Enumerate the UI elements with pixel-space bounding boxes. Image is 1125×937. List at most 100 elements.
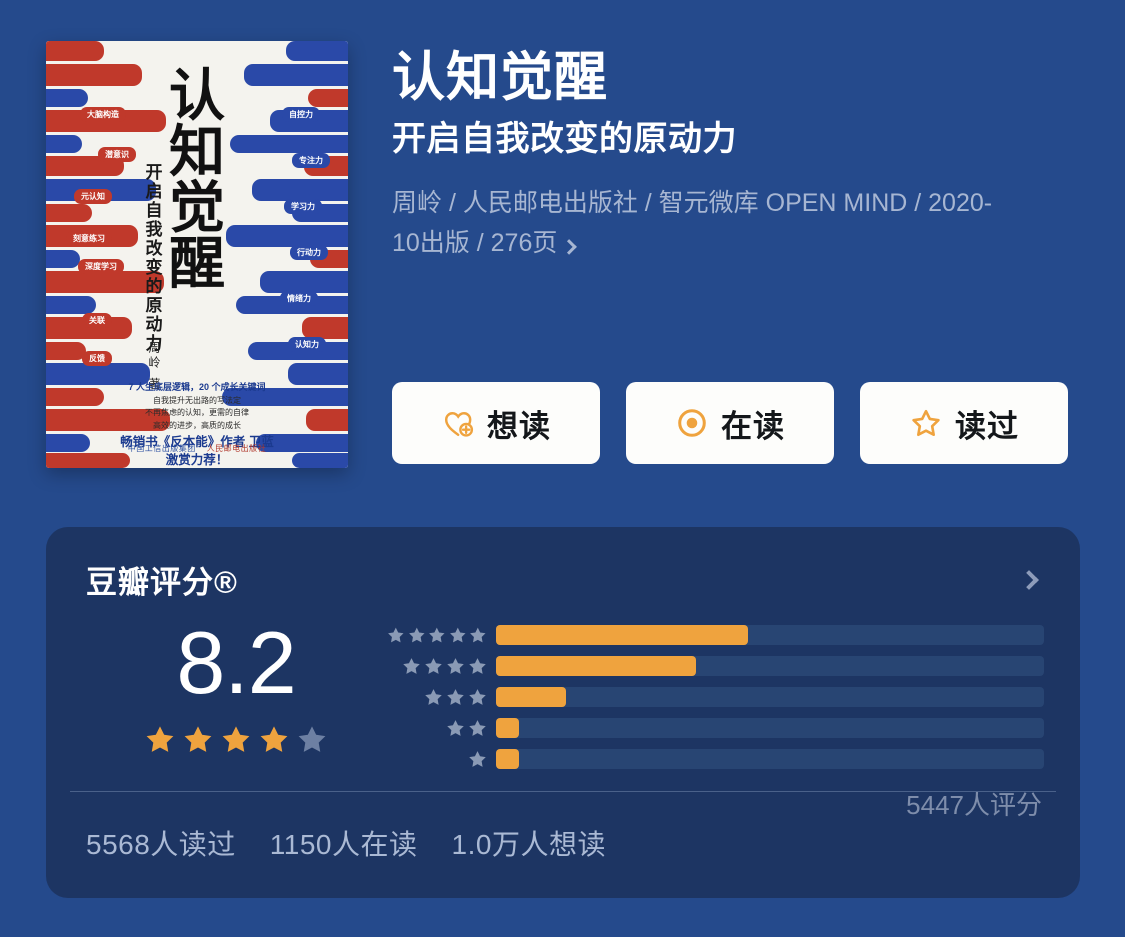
histogram-track — [496, 625, 1044, 645]
card-divider — [70, 791, 1056, 792]
histogram-row-stars — [386, 687, 496, 708]
cover-blurb-line-1: 7 人生底层逻辑，20 个成长关键词 — [128, 382, 266, 392]
rating-card-header: 豆瓣评分® — [86, 557, 1050, 602]
read-label: 读过 — [955, 408, 1019, 444]
rating-histogram: 5447人评分 — [386, 613, 1044, 822]
book-cover-image[interactable]: 大脑构造 潜意识 元认知 刻意练习 深度学习 关联 反馈 自控力 专注力 学习力… — [46, 41, 348, 468]
histogram-bar — [496, 687, 567, 707]
cover-tag-left-1: 潜意识 — [98, 147, 136, 162]
histogram-row[interactable] — [386, 716, 1044, 740]
read-button[interactable]: 读过 — [860, 382, 1068, 464]
star-icon — [469, 657, 486, 674]
rating-score: 8.2 — [176, 613, 296, 712]
cover-publisher-group: 中国工信出版集团 — [127, 444, 196, 453]
cover-tag-left-4: 深度学习 — [78, 259, 124, 274]
book-hero-section: 大脑构造 潜意识 元认知 刻意练习 深度学习 关联 反馈 自控力 专注力 学习力… — [46, 41, 1092, 468]
cover-tag-right-1: 专注力 — [292, 153, 330, 168]
star-icon — [403, 657, 420, 674]
star-icon — [447, 719, 464, 736]
reading-button[interactable]: 在读 — [626, 382, 834, 464]
histogram-track — [496, 718, 1044, 738]
cover-promo-line-2: 激赏力荐！ — [165, 453, 229, 468]
star-icon — [388, 627, 404, 642]
histogram-bar — [496, 656, 697, 676]
page-title: 认知觉醒 — [392, 48, 608, 107]
star-icon — [425, 657, 442, 674]
histogram-row-stars — [386, 656, 496, 677]
histogram-row-stars — [386, 625, 496, 646]
histogram-bar — [496, 625, 749, 645]
cover-tag-left-0: 大脑构造 — [80, 107, 126, 122]
star-icon — [429, 627, 445, 642]
star-icon — [469, 688, 486, 705]
histogram-track — [496, 749, 1044, 769]
stat-reading-count[interactable]: 1150人在读 — [269, 829, 418, 860]
star-icon — [222, 726, 250, 752]
book-action-buttons: 想读 在读 读过 — [392, 382, 1068, 464]
chevron-right-icon[interactable] — [1019, 569, 1039, 590]
star-icon — [447, 688, 464, 705]
target-dot-icon — [678, 409, 706, 437]
book-info-text: 周岭 / 人民邮电出版社 / 智元微库 OPEN MIND / 2020-10出… — [392, 189, 993, 257]
reading-stats: 5568人读过 1150人在读 1.0万人想读 — [86, 823, 606, 863]
histogram-track — [496, 687, 1044, 707]
book-cover-artwork: 大脑构造 潜意识 元认知 刻意练习 深度学习 关联 反馈 自控力 专注力 学习力… — [46, 41, 348, 468]
want-to-read-label: 想读 — [487, 408, 551, 444]
cover-blurb-line-2: 自我提升无出路的写法定 — [153, 395, 241, 405]
cover-promo: 畅销书《反本能》作者 卫蓝 激赏力荐！ — [46, 433, 348, 468]
cover-subtitle-text: 开启自我改变的原动力 — [142, 163, 162, 353]
stat-read-count[interactable]: 5568人读过 — [86, 829, 236, 860]
star-icon — [449, 627, 466, 642]
book-info-link[interactable]: 周岭 / 人民邮电出版社 / 智元微库 OPEN MIND / 2020-10出… — [392, 184, 1002, 263]
chevron-right-icon — [561, 238, 578, 255]
star-outline-icon — [912, 409, 940, 437]
star-icon — [425, 688, 442, 705]
book-subtitle: 开启自我改变的原动力 — [392, 120, 737, 159]
score-column: 8.2 — [86, 613, 386, 757]
cover-author-text: 周岭 著 — [147, 341, 161, 393]
cover-blurb-line-4: 高效的进步，高质的成长 — [153, 420, 241, 430]
cover-tag-right-3: 行动力 — [290, 245, 328, 260]
cover-publisher: 中国工信出版集团 人民邮电出版社 — [46, 443, 348, 454]
star-icon — [470, 627, 486, 642]
histogram-row[interactable] — [386, 623, 1044, 647]
histogram-track — [496, 656, 1044, 676]
cover-publisher-name: 人民邮电出版社 — [206, 444, 267, 453]
rating-card-title: 豆瓣评分® — [86, 565, 238, 600]
heart-plus-icon — [444, 412, 474, 437]
star-icon — [408, 627, 425, 642]
star-icon — [260, 726, 288, 752]
star-icon — [146, 726, 174, 752]
histogram-row-stars — [386, 718, 496, 739]
star-icon — [447, 657, 464, 674]
histogram-bar — [496, 718, 520, 738]
want-to-read-button[interactable]: 想读 — [392, 382, 600, 464]
book-meta: 认知觉醒 开启自我改变的原动力 周岭 / 人民邮电出版社 / 智元微库 OPEN… — [392, 48, 1092, 263]
cover-right-pattern — [216, 41, 348, 468]
star-icon — [469, 750, 486, 767]
cover-tag-left-3: 刻意练习 — [66, 231, 112, 246]
histogram-bar — [496, 749, 520, 769]
cover-title-text: 认知觉醒 — [169, 64, 225, 297]
cover-blurb: 7 人生底层逻辑，20 个成长关键词 自我提升无出路的写法定 不再焦虑的认知，更… — [46, 381, 348, 432]
rating-body: 8.2 5447人评分 — [86, 613, 1044, 822]
star-icon — [298, 726, 326, 752]
cover-blurb-line-3: 不再焦虑的认知，更需的自律 — [145, 408, 249, 418]
rating-card: 豆瓣评分® 8.2 5447人评分 5568人读过 1150人在读 1.0万人想读 — [46, 527, 1080, 898]
cover-tag-left-2: 元认知 — [74, 189, 112, 204]
cover-tag-left-5: 关联 — [82, 313, 112, 328]
histogram-row[interactable] — [386, 685, 1044, 709]
histogram-row[interactable] — [386, 654, 1044, 678]
reading-label: 在读 — [721, 408, 785, 444]
rating-stars — [86, 723, 386, 757]
cover-promo-line-1: 畅销书《反本能》作者 卫蓝 — [120, 435, 274, 449]
stat-want-count[interactable]: 1.0万人想读 — [451, 829, 606, 860]
cover-tag-right-2: 学习力 — [284, 199, 322, 214]
cover-tag-right-0: 自控力 — [282, 107, 320, 122]
rater-count: 5447人评分 — [906, 790, 1042, 820]
cover-tag-right-4: 情绪力 — [280, 291, 318, 306]
histogram-row[interactable] — [386, 747, 1044, 771]
cover-tag-left-6: 反馈 — [82, 351, 112, 366]
histogram-row-stars — [386, 749, 496, 770]
